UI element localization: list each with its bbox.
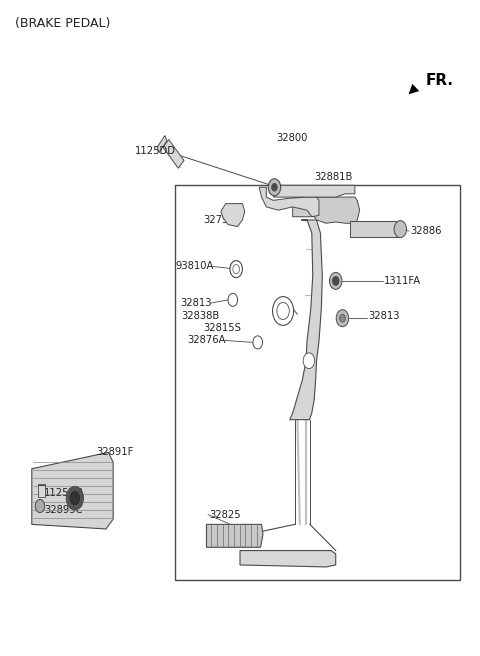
Circle shape [228,293,238,306]
Text: 32800: 32800 [276,133,307,143]
Circle shape [70,491,80,504]
Bar [38,483,45,497]
Polygon shape [163,140,184,169]
Text: FR.: FR. [425,73,453,88]
Circle shape [35,499,45,512]
Bar [350,221,400,237]
Circle shape [332,276,339,285]
Text: 32886: 32886 [410,226,442,236]
Text: 32895C: 32895C [44,505,82,515]
Polygon shape [240,550,336,567]
Text: 32825: 32825 [209,510,240,520]
Text: 1125DB: 1125DB [44,488,84,498]
Polygon shape [221,203,245,226]
Text: 1125DD: 1125DD [134,146,175,156]
Polygon shape [274,185,355,197]
Text: 32876A: 32876A [187,335,226,346]
Polygon shape [32,453,113,529]
Text: 32813: 32813 [180,298,211,308]
Circle shape [339,314,345,322]
Circle shape [253,336,263,349]
Polygon shape [259,187,319,216]
Text: 32815S: 32815S [203,323,241,333]
Polygon shape [290,220,323,420]
Text: 1311FA: 1311FA [384,276,420,286]
Polygon shape [293,197,360,223]
Text: 32791: 32791 [204,215,235,225]
Circle shape [277,302,289,319]
Circle shape [230,260,242,277]
Circle shape [272,183,277,191]
Circle shape [268,178,281,195]
Circle shape [394,220,407,237]
Polygon shape [206,524,263,547]
Circle shape [66,486,84,510]
Polygon shape [157,136,167,153]
Text: 32881B: 32881B [314,173,352,182]
Circle shape [273,297,294,325]
Bar [175,185,460,580]
Text: 93810A: 93810A [175,262,214,272]
Text: 32813: 32813 [368,310,400,321]
Circle shape [303,353,315,369]
Text: 32838B: 32838B [181,310,219,321]
Text: (BRAKE PEDAL): (BRAKE PEDAL) [15,17,110,30]
Text: 32891F: 32891F [96,447,134,457]
Circle shape [329,272,342,289]
Circle shape [233,264,240,274]
Circle shape [336,310,348,327]
